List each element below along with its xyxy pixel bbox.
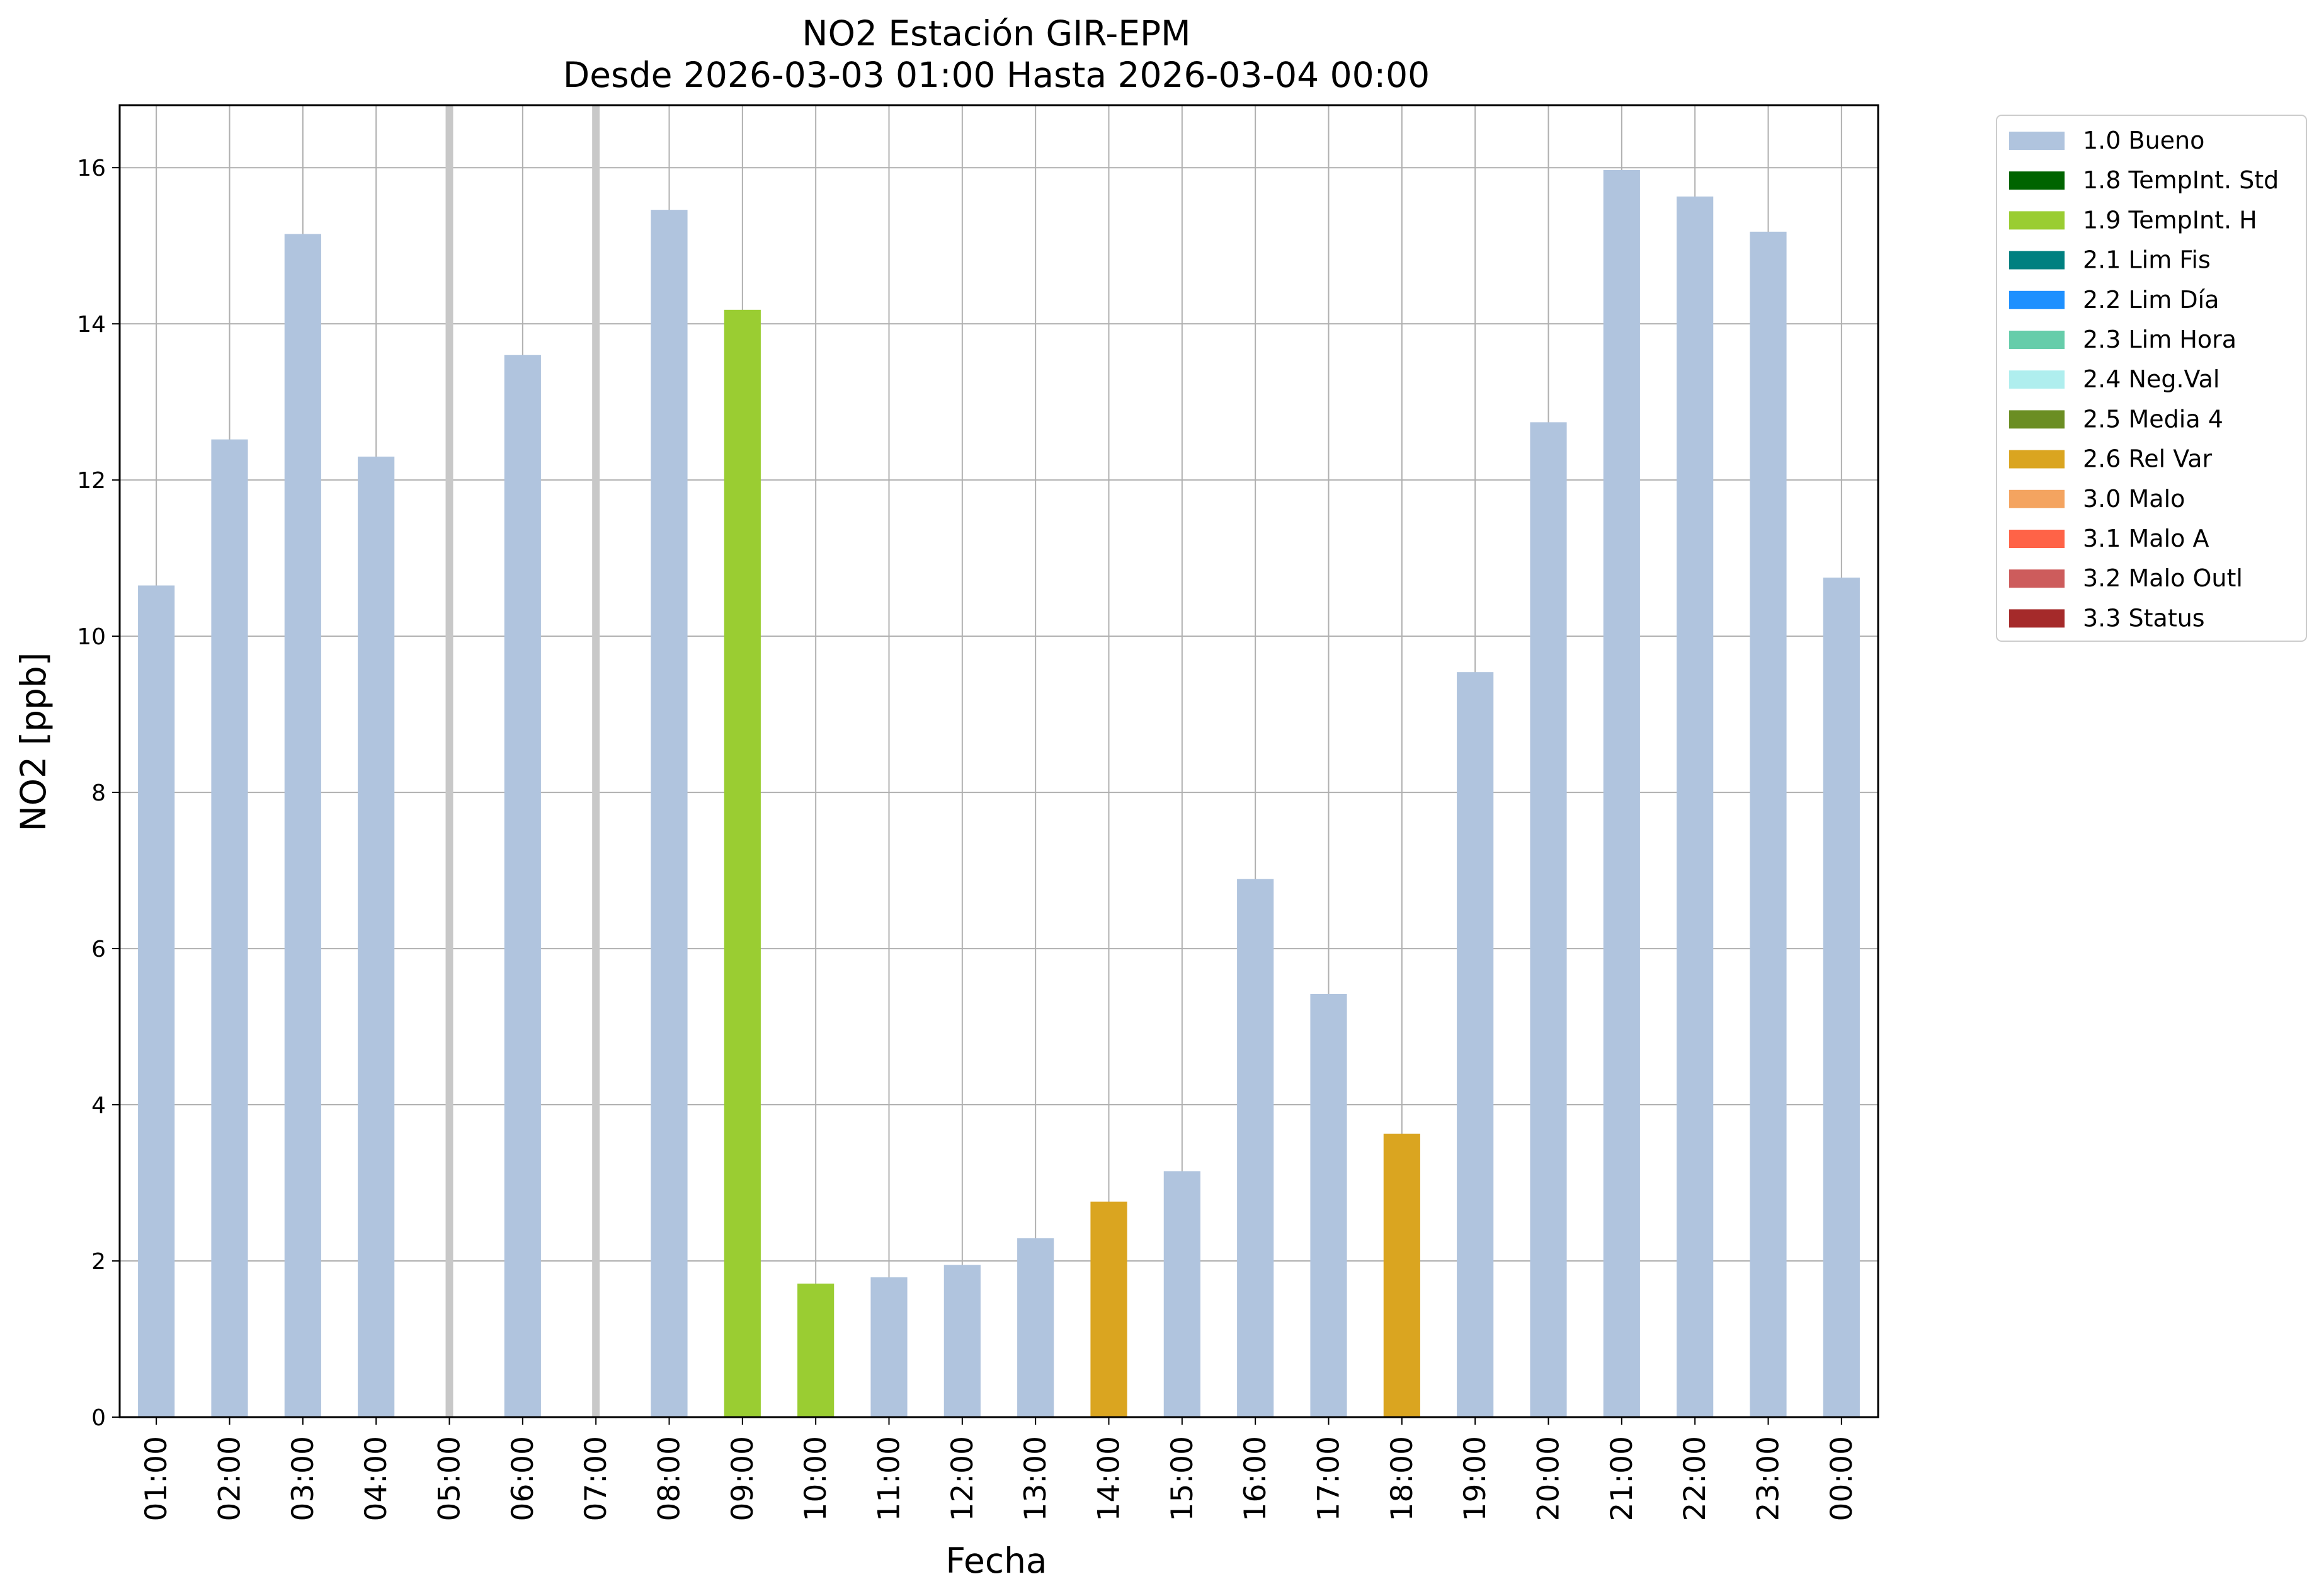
legend-swatch (2009, 569, 2065, 588)
x-tick-label: 15:00 (1165, 1436, 1200, 1521)
bar-06:00 (504, 355, 541, 1417)
missing-value-marker (592, 105, 600, 1417)
legend-swatch (2009, 450, 2065, 469)
x-tick-label: 10:00 (799, 1436, 833, 1521)
x-tick-label: 11:00 (872, 1436, 907, 1521)
y-axis-ticks: 0 2 4 6 8 10 12 14 16 (77, 156, 120, 1431)
bar-12:00 (943, 1265, 981, 1417)
x-tick-label: 20:00 (1532, 1436, 1566, 1521)
x-tick-label: 08:00 (652, 1436, 687, 1521)
legend-label: 3.0 Malo (2083, 485, 2185, 513)
legend-swatch (2009, 171, 2065, 190)
bar-11:00 (870, 1277, 908, 1417)
legend-label: 2.5 Media 4 (2083, 405, 2223, 433)
y-tick-label: 10 (77, 624, 106, 650)
legend-label: 1.0 Bueno (2083, 127, 2204, 154)
bar-15:00 (1163, 1171, 1200, 1417)
x-tick-label: 22:00 (1678, 1436, 1712, 1521)
x-tick-label: 12:00 (945, 1436, 980, 1521)
bar-03:00 (284, 234, 321, 1418)
bar-19:00 (1457, 672, 1494, 1417)
legend: 1.0 Bueno 1.8 TempInt. Std 1.9 TempInt. H 2… (1996, 115, 2307, 642)
bars (138, 169, 1860, 1418)
legend-swatch (2009, 132, 2065, 150)
x-tick-label: 03:00 (286, 1436, 321, 1521)
chart-title: NO2 Estación GIR-EPM (802, 13, 1190, 54)
bar-08:00 (651, 210, 688, 1417)
legend-swatch (2009, 331, 2065, 349)
y-tick-label: 0 (91, 1405, 106, 1431)
legend-swatch (2009, 609, 2065, 628)
bar-16:00 (1237, 879, 1274, 1417)
bar-01:00 (138, 585, 175, 1417)
y-tick-label: 14 (77, 312, 106, 338)
x-tick-label: 14:00 (1092, 1436, 1127, 1521)
legend-swatch (2009, 530, 2065, 548)
x-tick-label: 05:00 (433, 1436, 467, 1521)
bar-00:00 (1823, 578, 1860, 1418)
legend-swatch (2009, 251, 2065, 270)
legend-label: 2.1 Lim Fis (2083, 246, 2211, 274)
bar-13:00 (1017, 1238, 1054, 1417)
chart-subtitle: Desde 2026-03-03 01:00 Hasta 2026-03-04 … (563, 55, 1430, 95)
legend-label: 2.3 Lim Hora (2083, 326, 2236, 353)
y-tick-label: 16 (77, 156, 106, 181)
missing-value-marker (445, 105, 453, 1417)
legend-swatch (2009, 370, 2065, 389)
bar-22:00 (1677, 197, 1714, 1418)
y-tick-label: 2 (91, 1249, 106, 1275)
x-tick-label: 09:00 (726, 1436, 760, 1521)
bar-21:00 (1603, 169, 1640, 1417)
x-tick-label: 01:00 (139, 1436, 174, 1521)
bar-18:00 (1383, 1133, 1420, 1417)
y-tick-label: 6 (91, 937, 106, 962)
legend-swatch (2009, 211, 2065, 230)
y-tick-label: 4 (91, 1093, 106, 1119)
y-tick-label: 12 (77, 468, 106, 494)
x-axis-ticks: 01:00 02:00 03:00 04:00 05:00 06:00 07:00 08:00… (139, 1417, 1859, 1521)
legend-label: 1.8 TempInt. Std (2083, 166, 2279, 194)
bar-04:00 (358, 456, 395, 1417)
legend-label: 2.2 Lim Día (2083, 286, 2219, 314)
legend-swatch (2009, 489, 2065, 508)
x-tick-label: 16:00 (1238, 1436, 1273, 1521)
bar-17:00 (1310, 993, 1347, 1417)
x-axis-label: Fecha (945, 1541, 1047, 1581)
legend-swatch (2009, 410, 2065, 429)
legend-box (1996, 115, 2307, 642)
bar-23:00 (1750, 231, 1787, 1417)
plot-frame (118, 104, 1879, 1418)
x-tick-label: 00:00 (1825, 1436, 1859, 1521)
y-axis-label: NO2 [ppb] (13, 653, 54, 832)
y-tick-label: 8 (91, 780, 106, 806)
bar-10:00 (797, 1283, 835, 1417)
bar-20:00 (1530, 422, 1567, 1418)
x-tick-label: 17:00 (1312, 1436, 1347, 1521)
x-tick-label: 19:00 (1458, 1436, 1493, 1521)
legend-label: 3.1 Malo A (2083, 525, 2209, 552)
bar-02:00 (211, 439, 248, 1417)
bar-14:00 (1090, 1201, 1127, 1417)
x-tick-label: 21:00 (1605, 1436, 1639, 1521)
legend-label: 3.3 Status (2083, 604, 2205, 632)
x-tick-label: 02:00 (213, 1436, 248, 1521)
legend-label: 2.4 Neg.Val (2083, 365, 2219, 393)
bar-09:00 (724, 309, 761, 1417)
legend-label: 2.6 Rel Var (2083, 445, 2213, 473)
x-tick-label: 13:00 (1018, 1436, 1053, 1521)
x-tick-label: 18:00 (1385, 1436, 1420, 1521)
legend-swatch (2009, 290, 2065, 309)
legend-label: 3.2 Malo Outl (2083, 564, 2243, 592)
x-tick-label: 06:00 (506, 1436, 540, 1521)
x-tick-label: 04:00 (359, 1436, 394, 1521)
x-tick-label: 23:00 (1752, 1436, 1786, 1521)
legend-label: 1.9 TempInt. H (2083, 206, 2257, 234)
x-tick-label: 07:00 (579, 1436, 613, 1521)
